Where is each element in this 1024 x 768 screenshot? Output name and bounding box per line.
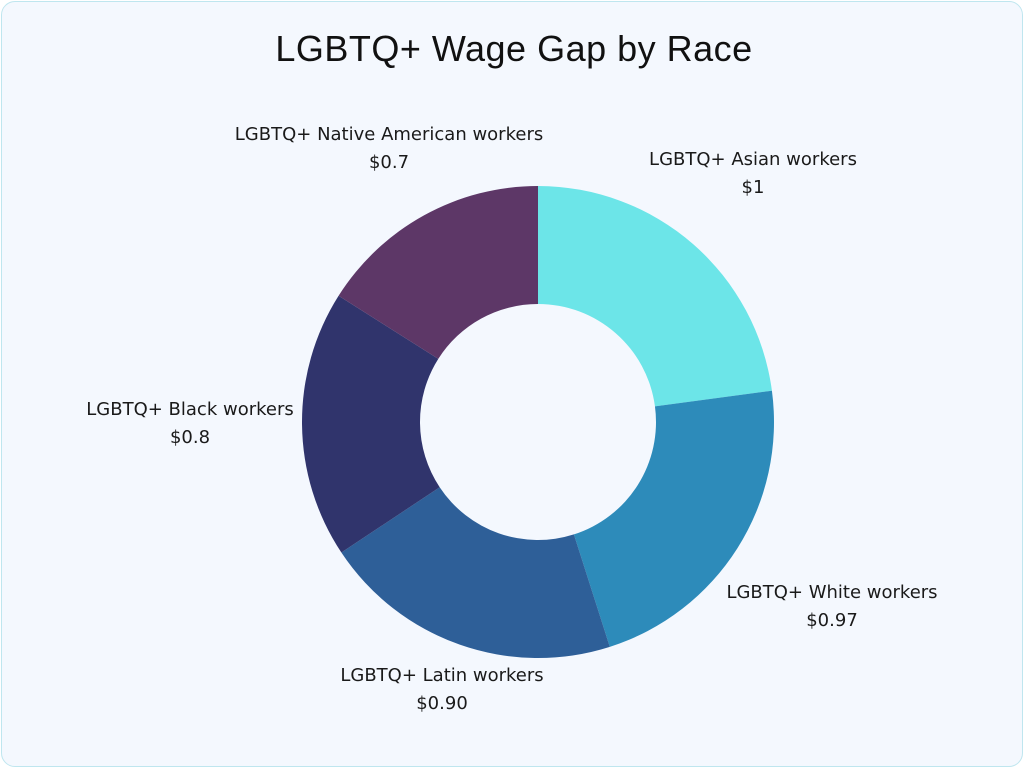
slice-value: $0.7 <box>368 152 410 173</box>
slice-category: LGBTQ+ Asian workers <box>649 149 857 170</box>
donut-slice <box>573 390 774 647</box>
slice-label: LGBTQ+ Asian workers $1 <box>649 146 857 202</box>
slice-label: LGBTQ+ Black workers $0.8 <box>86 396 293 452</box>
donut-slice <box>302 295 440 553</box>
slice-value: $0.90 <box>416 693 468 714</box>
donut-slice <box>538 186 772 407</box>
slice-label: LGBTQ+ White workers $0.97 <box>726 579 937 635</box>
slice-category: LGBTQ+ Native American workers <box>234 124 544 145</box>
chart-title: LGBTQ+ Wage Gap by Race <box>275 28 753 69</box>
slice-category: LGBTQ+ Black workers <box>86 399 294 420</box>
donut-slice <box>341 487 610 658</box>
slice-category: LGBTQ+ Latin workers <box>340 665 544 686</box>
slice-label: LGBTQ+ Native American workers $0.7 <box>235 121 543 177</box>
slice-value: $0.8 <box>169 427 211 448</box>
slice-value: $1 <box>741 177 765 198</box>
slice-category: LGBTQ+ White workers <box>726 582 938 603</box>
slice-value: $0.97 <box>806 610 858 631</box>
slice-label: LGBTQ+ Latin workers $0.90 <box>340 662 543 718</box>
donut-slice <box>338 186 538 359</box>
